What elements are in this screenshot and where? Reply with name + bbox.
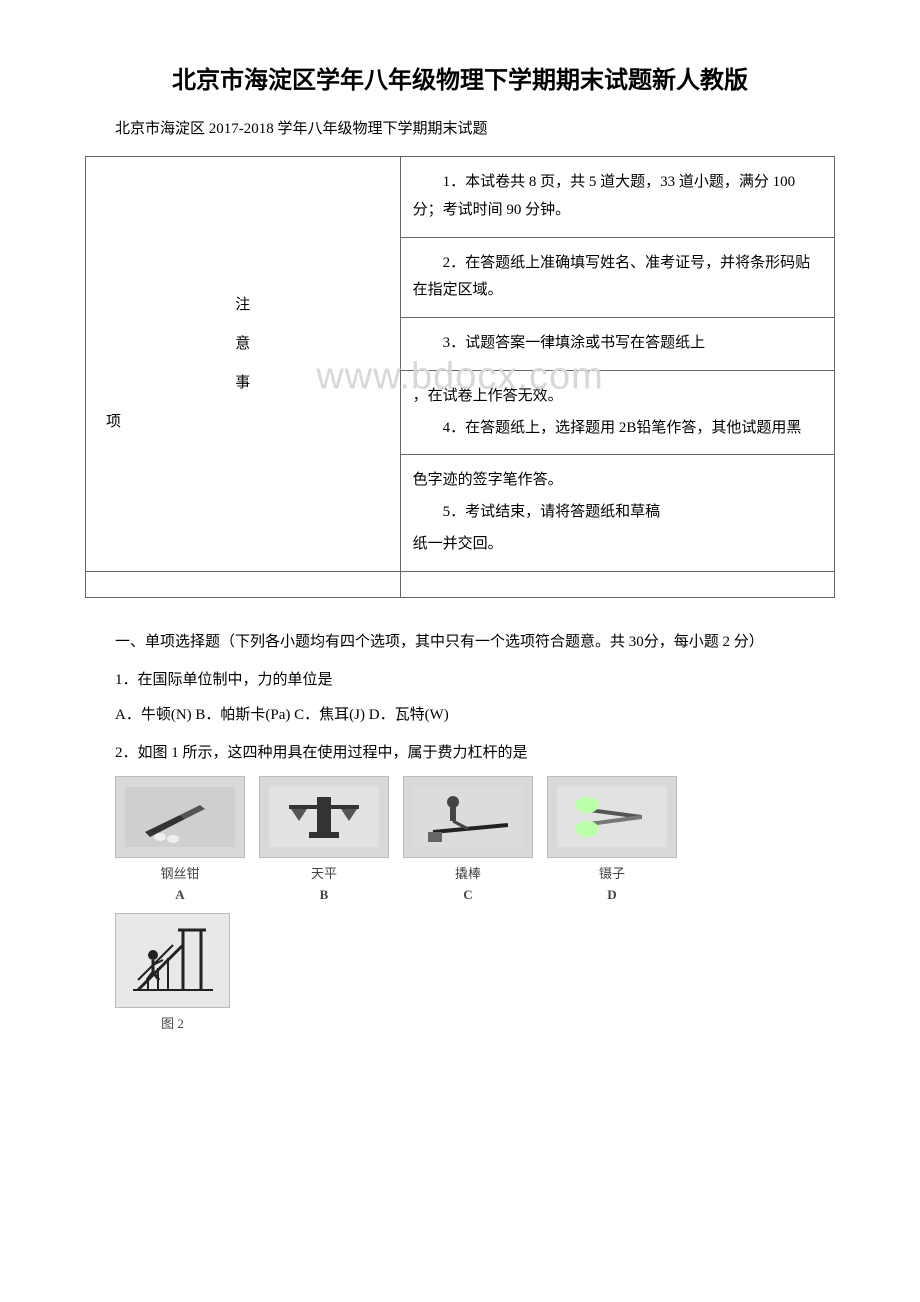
tool-row: 钢丝钳 A 天平 B 撬棒 [115,776,835,903]
notice-char: 意 [98,325,388,364]
question-stem: 1．在国际单位制中，力的单位是 [85,666,835,695]
tool-image [547,776,677,858]
notice-line: 3．试题答案一律填涂或书写在答题纸上 [413,330,822,358]
tool-letter: B [320,887,329,903]
tool-item: 镊子 D [547,776,677,903]
figure-2-caption: 图 2 [161,1013,184,1032]
notice-line: 1．本试卷共 8 页，共 5 道大题，33 道小题，满分 100 分；考试时间 … [413,169,822,225]
subtitle: 北京市海淀区 2017-2018 学年八年级物理下学期期末试题 [85,117,835,138]
figure-2: 图 2 [115,913,230,1032]
tool-item: 钢丝钳 A [115,776,245,903]
notice-label-cell: 注 意 事 项 [86,157,401,572]
notice-line: 纸一并交回。 [413,531,822,559]
tool-letter: A [175,887,184,903]
tool-image [259,776,389,858]
tool-caption: 镊子 [599,863,625,882]
question-options: A．牛顿(N) B．帕斯卡(Pa) C．焦耳(J) D．瓦特(W) [85,701,835,730]
notice-cell: 色字迹的签字笔作答。 5．考试结束，请将答题纸和草稿 纸一并交回。 [400,455,834,571]
notice-cell: 2．在答题纸上准确填写姓名、准考证号，并将条形码贴在指定区域。 [400,237,834,318]
question-stem: 2．如图 1 所示，这四种用具在使用过程中，属于费力杠杆的是 [85,739,835,768]
page-title: 北京市海淀区学年八年级物理下学期期末试题新人教版 [85,60,835,95]
notice-line: 5．考试结束，请将答题纸和草稿 [413,499,822,527]
tool-caption: 天平 [311,863,337,882]
notice-char: 项 [98,403,388,442]
empty-cell [86,571,401,597]
tool-item: 天平 B [259,776,389,903]
figure-2-image [115,913,230,1008]
notice-cell: ，在试卷上作答无效。 4．在答题纸上，选择题用 2B铅笔作答，其他试题用黑 [400,370,834,455]
tool-letter: D [607,887,616,903]
notice-line: 4．在答题纸上，选择题用 2B铅笔作答，其他试题用黑 [413,415,822,443]
notice-line: 2．在答题纸上准确填写姓名、准考证号，并将条形码贴在指定区域。 [413,250,822,306]
notice-cell: 1．本试卷共 8 页，共 5 道大题，33 道小题，满分 100 分；考试时间 … [400,157,834,238]
tool-letter: C [463,887,472,903]
notice-char: 事 [98,364,388,403]
notice-cell: 3．试题答案一律填涂或书写在答题纸上 [400,318,834,371]
notice-line: ，在试卷上作答无效。 [413,383,822,411]
notice-table: 注 意 事 项 1．本试卷共 8 页，共 5 道大题，33 道小题，满分 100… [85,156,835,598]
tool-caption: 钢丝钳 [160,863,199,882]
notice-char: 注 [98,286,388,325]
tool-caption: 撬棒 [455,863,481,882]
notice-line: 色字迹的签字笔作答。 [413,467,822,495]
section-heading: 一、单项选择题（下列各小题均有四个选项，其中只有一个选项符合题意。共 30分，每… [85,628,835,657]
tool-item: 撬棒 C [403,776,533,903]
tool-image [115,776,245,858]
empty-cell [400,571,834,597]
tool-image [403,776,533,858]
